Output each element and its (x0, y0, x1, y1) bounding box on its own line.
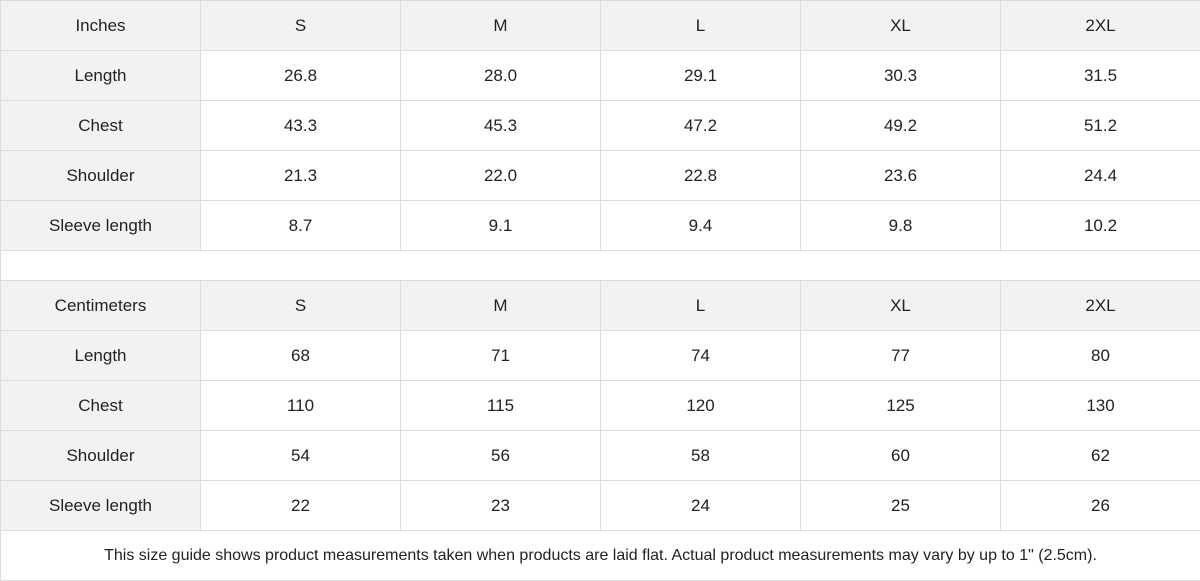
measurement-value: 68 (201, 331, 401, 381)
measurement-value: 60 (801, 431, 1001, 481)
measurement-label: Length (1, 51, 201, 101)
size-header: XL (801, 281, 1001, 331)
measurement-value: 47.2 (601, 101, 801, 151)
centimeters-unit-label: Centimeters (1, 281, 201, 331)
measurement-value: 51.2 (1001, 101, 1200, 151)
measurement-label: Chest (1, 381, 201, 431)
size-header: 2XL (1001, 1, 1200, 51)
measurement-value: 110 (201, 381, 401, 431)
measurement-value: 115 (401, 381, 601, 431)
spacer (1, 251, 1200, 281)
measurement-label: Chest (1, 101, 201, 151)
measurement-label: Shoulder (1, 431, 201, 481)
spacer-row (1, 251, 1200, 281)
measurement-value: 58 (601, 431, 801, 481)
measurement-label: Length (1, 331, 201, 381)
measurement-value: 9.1 (401, 201, 601, 251)
measurement-value: 77 (801, 331, 1001, 381)
size-header: M (401, 1, 601, 51)
measurement-value: 125 (801, 381, 1001, 431)
measurement-value: 21.3 (201, 151, 401, 201)
measurement-value: 43.3 (201, 101, 401, 151)
measurement-value: 26.8 (201, 51, 401, 101)
measurement-value: 9.8 (801, 201, 1001, 251)
size-header: L (601, 1, 801, 51)
note-row: This size guide shows product measuremen… (1, 531, 1200, 581)
measurement-label: Sleeve length (1, 481, 201, 531)
measurement-value: 71 (401, 331, 601, 381)
measurement-value: 8.7 (201, 201, 401, 251)
measurement-value: 54 (201, 431, 401, 481)
size-header: XL (801, 1, 1001, 51)
measurement-value: 56 (401, 431, 601, 481)
measurement-value: 130 (1001, 381, 1200, 431)
measurement-value: 22.0 (401, 151, 601, 201)
measurement-value: 23 (401, 481, 601, 531)
size-header: S (201, 281, 401, 331)
measurement-value: 10.2 (1001, 201, 1200, 251)
measurement-value: 22 (201, 481, 401, 531)
measurement-value: 120 (601, 381, 801, 431)
size-header: S (201, 1, 401, 51)
measurement-label: Sleeve length (1, 201, 201, 251)
measurement-value: 9.4 (601, 201, 801, 251)
measurement-value: 23.6 (801, 151, 1001, 201)
inches-unit-label: Inches (1, 1, 201, 51)
measurement-value: 25 (801, 481, 1001, 531)
size-header: L (601, 281, 801, 331)
measurement-value: 30.3 (801, 51, 1001, 101)
measurement-value: 49.2 (801, 101, 1001, 151)
measurement-value: 62 (1001, 431, 1200, 481)
size-guide-note: This size guide shows product measuremen… (1, 531, 1200, 581)
size-header: M (401, 281, 601, 331)
measurement-label: Shoulder (1, 151, 201, 201)
measurement-value: 29.1 (601, 51, 801, 101)
measurement-value: 31.5 (1001, 51, 1200, 101)
measurement-value: 24.4 (1001, 151, 1200, 201)
measurement-value: 24 (601, 481, 801, 531)
measurement-value: 80 (1001, 331, 1200, 381)
measurement-value: 74 (601, 331, 801, 381)
size-header: 2XL (1001, 281, 1200, 331)
measurement-value: 26 (1001, 481, 1200, 531)
measurement-value: 28.0 (401, 51, 601, 101)
measurement-value: 45.3 (401, 101, 601, 151)
measurement-value: 22.8 (601, 151, 801, 201)
